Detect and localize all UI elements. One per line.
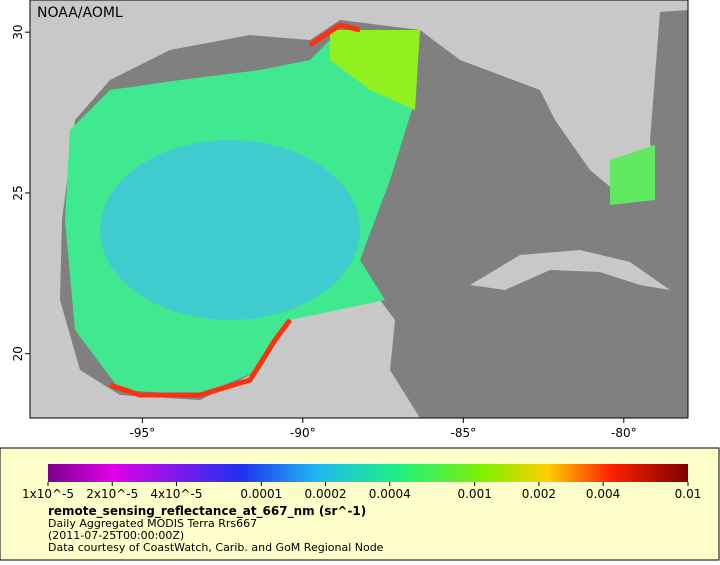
data-area-north (330, 30, 420, 110)
colorbar-tick-label: 0.0001 (240, 487, 282, 501)
colorbar (48, 464, 688, 482)
colorbar-tick-label: 4x10^-5 (150, 487, 202, 501)
colorbar-tick-label: 2x10^-5 (86, 487, 138, 501)
y-tick-label: 30 (11, 25, 25, 40)
legend-line: Data courtesy of CoastWatch, Carib. and … (48, 541, 384, 554)
axes: -95° -90° -85° -80° 20 25 30 (11, 25, 637, 440)
data-area-center (100, 140, 360, 320)
coastal-signal (109, 318, 292, 398)
y-tick-label: 25 (11, 185, 25, 200)
y-tick-label: 20 (11, 346, 25, 361)
x-tick-label: -90° (290, 426, 316, 440)
legend-line: (2011-07-25T00:00:00Z) (48, 529, 184, 542)
colorbar-tick-label: 0.0002 (305, 487, 347, 501)
x-tick-label: -80° (611, 426, 637, 440)
colorbar-tick-label: 0.002 (522, 487, 556, 501)
colorbar-tick-label: 0.004 (586, 487, 620, 501)
colorbar-tick-label: 0.01 (675, 487, 702, 501)
colorbar-tick-label: 0.0004 (369, 487, 411, 501)
colorbar-tick-label: 1x10^-5 (22, 487, 74, 501)
data-area-florida (610, 145, 655, 205)
colorbar-tick-label: 0.001 (457, 487, 491, 501)
coastal-signal (308, 22, 361, 48)
land-north (30, 0, 688, 220)
x-tick-label: -95° (130, 426, 156, 440)
legend-line: Daily Aggregated MODIS Terra Rrs667 (48, 517, 257, 530)
x-tick-label: -85° (451, 426, 477, 440)
cuba (470, 250, 670, 290)
map-frame (29, 0, 689, 419)
map-layers: NOAA/AOML (29, 0, 689, 419)
credit-box (33, 3, 133, 23)
land-south (30, 220, 420, 418)
variable-name: remote_sensing_reflectance_at_667_nm (sr… (48, 504, 366, 519)
credit: NOAA/AOML (37, 5, 123, 21)
